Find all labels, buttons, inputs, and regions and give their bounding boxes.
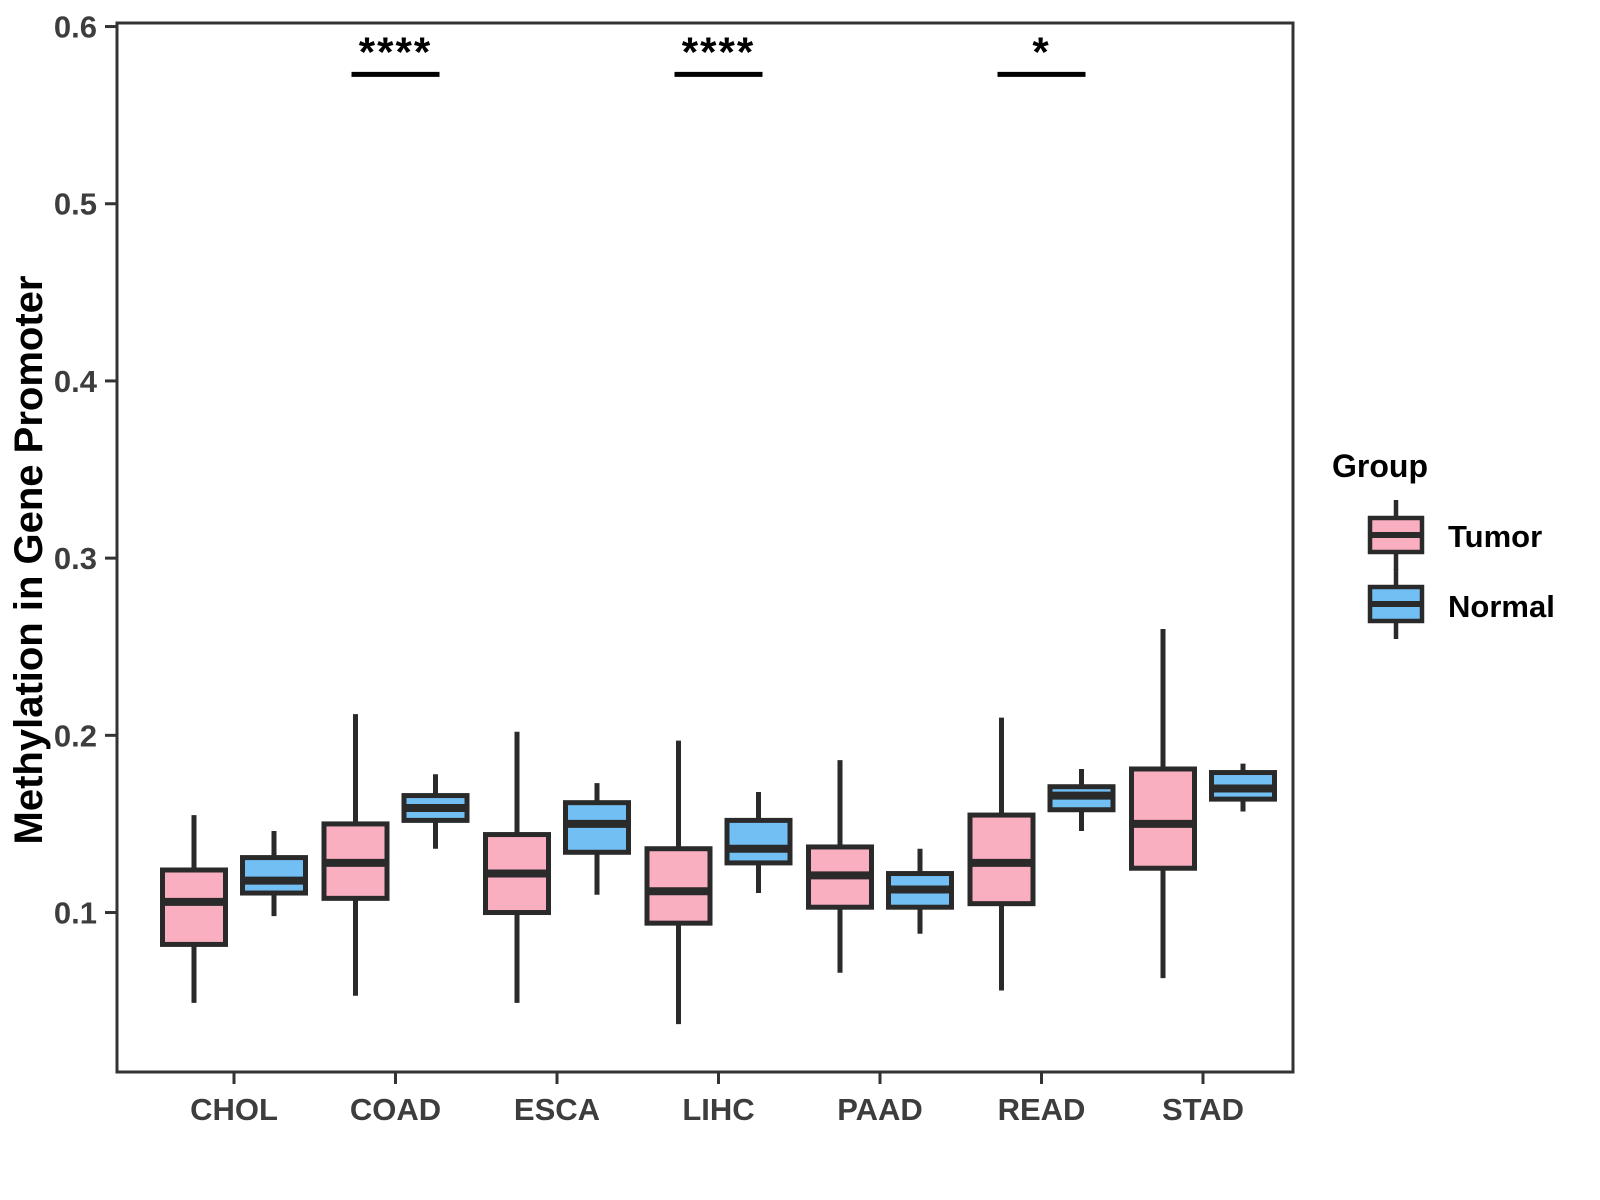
x-tick-label-paad: PAAD bbox=[837, 1092, 923, 1127]
y-tick-label: 0.2 bbox=[54, 718, 97, 753]
significance-stars-read: * bbox=[1032, 28, 1050, 75]
box-lihc-tumor bbox=[644, 846, 713, 926]
legend-label-tumor: Tumor bbox=[1448, 519, 1542, 554]
y-tick-label: 0.3 bbox=[54, 541, 97, 576]
significance-stars-coad: **** bbox=[359, 28, 432, 75]
legend-title: Group bbox=[1332, 448, 1428, 484]
legend: Group Tumor Normal bbox=[1332, 448, 1555, 639]
y-tick-label: 0.6 bbox=[54, 10, 97, 45]
significance-stars-lihc: **** bbox=[682, 28, 755, 75]
box-chol-normal bbox=[240, 855, 308, 896]
plot-area: 0.1 0.2 0.3 0.4 0.5 0.6 CHOL COAD ESCA LIHC PAAD RE… bbox=[54, 10, 1295, 1127]
x-tick-label-chol: CHOL bbox=[190, 1092, 278, 1127]
box-chol-tumor bbox=[160, 867, 228, 947]
x-tick-label-esca: ESCA bbox=[514, 1092, 600, 1127]
y-axis-title: Methylation in Gene Promoter bbox=[7, 276, 51, 845]
x-tick-label-stad: STAD bbox=[1162, 1092, 1244, 1127]
x-tick-label-read: READ bbox=[998, 1092, 1086, 1127]
y-tick-label: 0.1 bbox=[54, 896, 97, 931]
y-tick-label: 0.4 bbox=[54, 364, 98, 399]
box-lihc-normal bbox=[724, 817, 793, 866]
legend-key-tumor: Tumor bbox=[1367, 500, 1542, 570]
box-stad-tumor bbox=[1129, 766, 1197, 871]
legend-key-normal: Normal bbox=[1367, 569, 1555, 639]
x-tick-label-lihc: LIHC bbox=[682, 1092, 754, 1127]
x-tick-label-coad: COAD bbox=[350, 1092, 441, 1127]
panel-border bbox=[115, 21, 1295, 1074]
legend-label-normal: Normal bbox=[1448, 589, 1555, 624]
y-tick-label: 0.5 bbox=[54, 187, 97, 222]
